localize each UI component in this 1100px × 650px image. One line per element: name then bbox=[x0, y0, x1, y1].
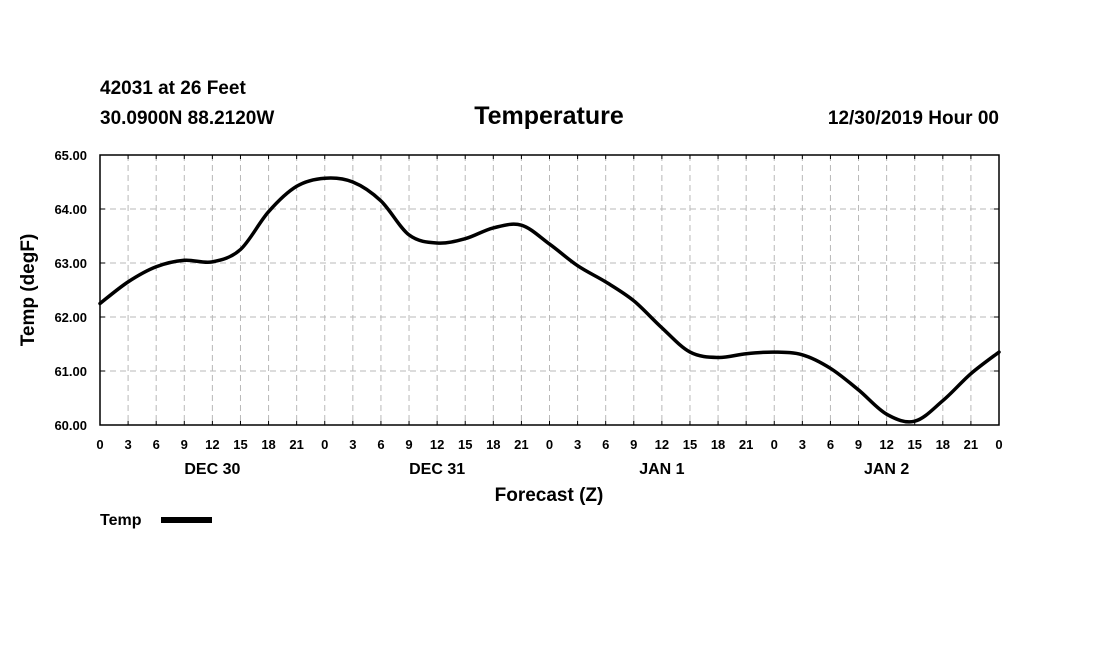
y-tick-label: 63.00 bbox=[54, 256, 87, 271]
day-label: DEC 30 bbox=[184, 461, 240, 478]
temp-series-line bbox=[98, 176, 1001, 424]
x-tick-label: 12 bbox=[879, 437, 893, 452]
x-tick-label: 9 bbox=[405, 437, 412, 452]
station-label: 42031 at 26 Feet bbox=[100, 78, 246, 99]
x-tick-label: 0 bbox=[546, 437, 553, 452]
x-tick-label: 9 bbox=[181, 437, 188, 452]
x-tick-label: 6 bbox=[827, 437, 834, 452]
coords-label: 30.0900N 88.2120W bbox=[100, 108, 274, 129]
x-tick-label: 21 bbox=[964, 437, 978, 452]
x-tick-label: 21 bbox=[514, 437, 528, 452]
x-tick-label: 0 bbox=[321, 437, 328, 452]
x-tick-label: 15 bbox=[907, 437, 921, 452]
x-tick-label: 3 bbox=[574, 437, 581, 452]
x-tick-label: 0 bbox=[96, 437, 103, 452]
x-tick-label: 9 bbox=[855, 437, 862, 452]
datetime-label: 12/30/2019 Hour 00 bbox=[828, 108, 999, 129]
x-tick-label: 6 bbox=[153, 437, 160, 452]
plot-area-frame bbox=[99, 154, 1000, 426]
x-tick-label: 3 bbox=[799, 437, 806, 452]
y-tick-label: 61.00 bbox=[54, 364, 87, 379]
x-tick-label: 12 bbox=[655, 437, 669, 452]
x-tick-label: 6 bbox=[377, 437, 384, 452]
chart-title: Temperature bbox=[474, 102, 624, 130]
x-tick-label: 12 bbox=[430, 437, 444, 452]
x-axis-ticks: 0 3 6 9 12 15 18 21 0 3 6 9 12 15 18 21 0 3 6 9 12 15 18 21 0 3 6 9… bbox=[96, 155, 1003, 452]
x-tick-label: 21 bbox=[739, 437, 753, 452]
x-axis-day-labels: DEC 30 DEC 31 JAN 1 JAN 2 bbox=[184, 461, 909, 478]
y-axis-label: Temp (degF) bbox=[18, 234, 39, 347]
x-tick-label: 3 bbox=[124, 437, 131, 452]
x-tick-label: 0 bbox=[995, 437, 1002, 452]
y-tick-label: 60.00 bbox=[54, 418, 87, 433]
y-tick-label: 64.00 bbox=[54, 202, 87, 217]
x-tick-label: 6 bbox=[602, 437, 609, 452]
x-tick-label: 21 bbox=[289, 437, 303, 452]
x-tick-label: 18 bbox=[936, 437, 950, 452]
day-label: JAN 2 bbox=[864, 461, 909, 478]
x-tick-label: 9 bbox=[630, 437, 637, 452]
x-tick-label: 3 bbox=[349, 437, 356, 452]
x-axis-label: Forecast (Z) bbox=[495, 485, 604, 506]
x-tick-label: 0 bbox=[771, 437, 778, 452]
x-tick-label: 18 bbox=[261, 437, 275, 452]
x-tick-label: 15 bbox=[683, 437, 697, 452]
x-tick-label: 15 bbox=[458, 437, 472, 452]
day-label: JAN 1 bbox=[639, 461, 684, 478]
legend-label: Temp bbox=[100, 512, 142, 529]
x-tick-label: 18 bbox=[711, 437, 725, 452]
x-tick-label: 12 bbox=[205, 437, 219, 452]
x-tick-label: 15 bbox=[233, 437, 247, 452]
y-tick-label: 65.00 bbox=[54, 148, 87, 163]
plot-grid bbox=[100, 155, 999, 425]
x-tick-label: 18 bbox=[486, 437, 500, 452]
y-tick-label: 62.00 bbox=[54, 310, 87, 325]
day-label: DEC 31 bbox=[409, 461, 465, 478]
legend: Temp bbox=[100, 512, 212, 529]
